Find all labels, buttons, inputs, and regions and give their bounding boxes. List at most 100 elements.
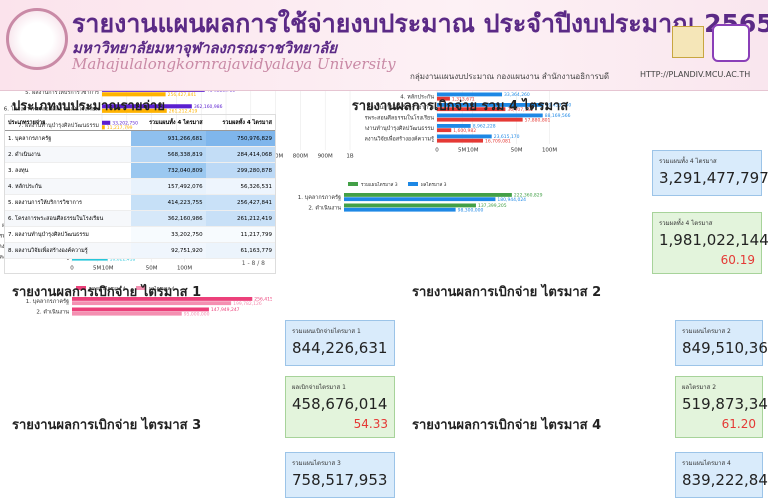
bar (437, 134, 492, 139)
table-cell: 2. ดำเนินงาน (5, 146, 132, 163)
card-value: 3,291,477,797 (659, 169, 768, 187)
table-cell: 284,414,068 (205, 146, 275, 163)
x-tick-label: 900M (318, 154, 333, 160)
emblem (672, 26, 704, 58)
card-label: รวมแผนทั้ง 4 ไตรมาส (659, 158, 717, 165)
value-label: 36,907,151 (507, 107, 533, 113)
card-value: 1,981,022,144 (659, 231, 768, 249)
pagination[interactable]: 1 - 8 / 8 (241, 260, 265, 267)
bar (344, 193, 512, 197)
column-header: รวมแผนทั้ง 4 ไตรมาส (131, 115, 206, 131)
value-label: 137,399,205 (478, 203, 507, 209)
bar (437, 138, 484, 143)
legend-swatch (348, 182, 358, 186)
card-label: ผลไตรมาส 2 (682, 384, 717, 391)
table-cell: 92,751,920 (131, 242, 206, 259)
table-row: 3. ลงทุน 732,040,809 299,280,878 (5, 162, 275, 179)
logo (6, 8, 68, 70)
table-cell: 157,492,076 (131, 178, 206, 195)
card-label: รวมแผนเบิกจ่ายไตรมาส 1 (292, 328, 361, 335)
value-label: 1,600,982 (453, 128, 476, 134)
card-label: รวมแผนไตรมาส 2 (682, 328, 731, 335)
chart-title: รายงานผลการเบิกจ่าย ไตรมาส 4 (412, 418, 602, 433)
chart-title: รายงานผลการเบิกจ่าย ไตรมาส 2 (412, 285, 602, 300)
chart-title: รายงานผลการเบิกจ่าย รวม 4 ไตรมาส (351, 99, 569, 114)
table-cell: 261,212,419 (205, 210, 275, 227)
legend-swatch (76, 286, 86, 290)
chart: รวมแผนไตรมาส 4 ผลไตรมาส 4 1. บุคลากรภาครัฐ… (26, 286, 283, 317)
category-label: 5. ผลงานการให้บริการวิชาการ (365, 104, 434, 111)
table-cell: 33,202,750 (131, 226, 206, 243)
table: ประเภทรายจ่าย รวมแผนทั้ง 4 ไตรมาส รวมผลทั้… (4, 114, 276, 274)
value-label: 95,000,000 (184, 311, 210, 317)
app-icon (712, 24, 750, 62)
table-row: 5. ผลงานการให้บริการวิชาการ 414,223,755 25… (5, 194, 275, 211)
table-cell: 61,163,779 (205, 242, 275, 259)
summary-card: รวมแผนไตรมาส 3 758,517,953 (285, 452, 395, 498)
table-cell: 11,217,799 (205, 226, 275, 243)
legend-label: รวมแผนไตรมาส 3 (361, 182, 398, 188)
table-cell: 1. บุคลากรภาครัฐ (5, 130, 132, 147)
subtitle: มหาวิทยาลัยมหาจุฬาลงกรณราชวิทยาลัย (72, 39, 338, 57)
table-row: 2. ดำเนินงาน 568,338,819 284,414,068 (5, 146, 275, 163)
table-cell: 56,326,531 (205, 178, 275, 195)
x-tick-label: 800M (293, 154, 308, 160)
value-label: 88,169,566 (545, 113, 571, 119)
legend-label: ผลไตรมาส 4 (149, 286, 175, 292)
bar (344, 203, 476, 208)
table-cell: 5. ผลงานการให้บริการวิชาการ (5, 194, 132, 211)
category-label: 2. ดำเนินงาน (308, 204, 341, 211)
value-label: 199,782,126 (233, 301, 262, 307)
card-value: 844,226,631 (292, 339, 388, 357)
x-tick-label: 50M (511, 148, 523, 154)
category-label: 6. โครงการพระสอนศีลธรรมในโรงเรียน (365, 113, 434, 121)
value-label: 222,360,829 (514, 193, 543, 199)
table-cell: 4. หลักประกัน (5, 178, 132, 195)
url[interactable]: HTTP://PLANDIV.MCU.AC.TH (640, 70, 751, 79)
table-cell: 3. ลงทุน (5, 162, 132, 179)
bar (437, 103, 544, 107)
chart-title: รายงานผลการเบิกจ่าย ไตรมาส 3 (12, 418, 202, 433)
table-cell: 299,280,878 (205, 162, 275, 179)
bar (437, 117, 523, 122)
bar (437, 124, 471, 128)
category-label: 7. ผลงานทำนุบำรุงศิลปวัฒนธรรม (365, 125, 434, 132)
x-tick-label: 0 (70, 266, 74, 272)
legend-label: รวมแผนไตรมาส 4 (89, 286, 126, 292)
table-cell: 362,160,986 (131, 210, 206, 227)
bar (72, 256, 108, 261)
category-label: 6. โครงการพระสอนศีลธรรมในโรงเรียน (4, 104, 99, 112)
value-label: 57,880,801 (525, 117, 551, 123)
category-label: 8. ผลงานวิจัยเพื่อสร้างองค์ความรู้ (365, 134, 434, 142)
bar (102, 108, 167, 113)
x-tick-label: 10M (467, 148, 479, 154)
card-value: 758,517,953 (292, 471, 388, 489)
bar (102, 92, 166, 97)
category-label: 5. ผลงานการให้บริการวิชาการ (25, 89, 99, 96)
section-title: ประเภทงบประมาณรายจ่าย (12, 99, 165, 114)
header (0, 0, 768, 91)
card-value: 519,873,346 (682, 395, 768, 413)
bar (72, 301, 232, 306)
subtitle-en: Mahajulalongkornrajavidyalaya University (72, 55, 396, 73)
value-label: 362,160,986 (194, 104, 223, 110)
value-label: 256,427,841 (168, 92, 197, 98)
bar (437, 128, 452, 133)
chart-title: รายงานผลการเบิกจ่าย ไตรมาส 1 (12, 285, 202, 300)
x-tick-label: 10M (102, 266, 114, 272)
value-label: 98,300,000 (458, 207, 484, 213)
category-label: 2. ดำเนินงาน (36, 308, 69, 315)
table-cell: 414,223,755 (131, 194, 206, 211)
value-label: 16,709,081 (485, 138, 511, 144)
card-value: 458,676,014 (292, 395, 388, 413)
summary-card: ผลไตรมาส 2 519,873,346 61.20 (675, 376, 768, 438)
x-tick-label: 100M (542, 148, 557, 154)
legend-label: ผลไตรมาส 3 (421, 182, 447, 188)
table-row: 7. ผลงานทำนุบำรุงศิลปวัฒนธรรม 33,202,750 1… (5, 226, 275, 243)
card-percent: 54.33 (353, 417, 388, 431)
card-label: รวมแผนไตรมาส 3 (292, 460, 341, 467)
table-cell: 7. ผลงานทำนุบำรุงศิลปวัฒนธรรม (5, 226, 132, 243)
bar (72, 297, 253, 301)
value-label: 180,944,024 (497, 197, 526, 203)
table-cell: 732,040,809 (131, 162, 206, 179)
